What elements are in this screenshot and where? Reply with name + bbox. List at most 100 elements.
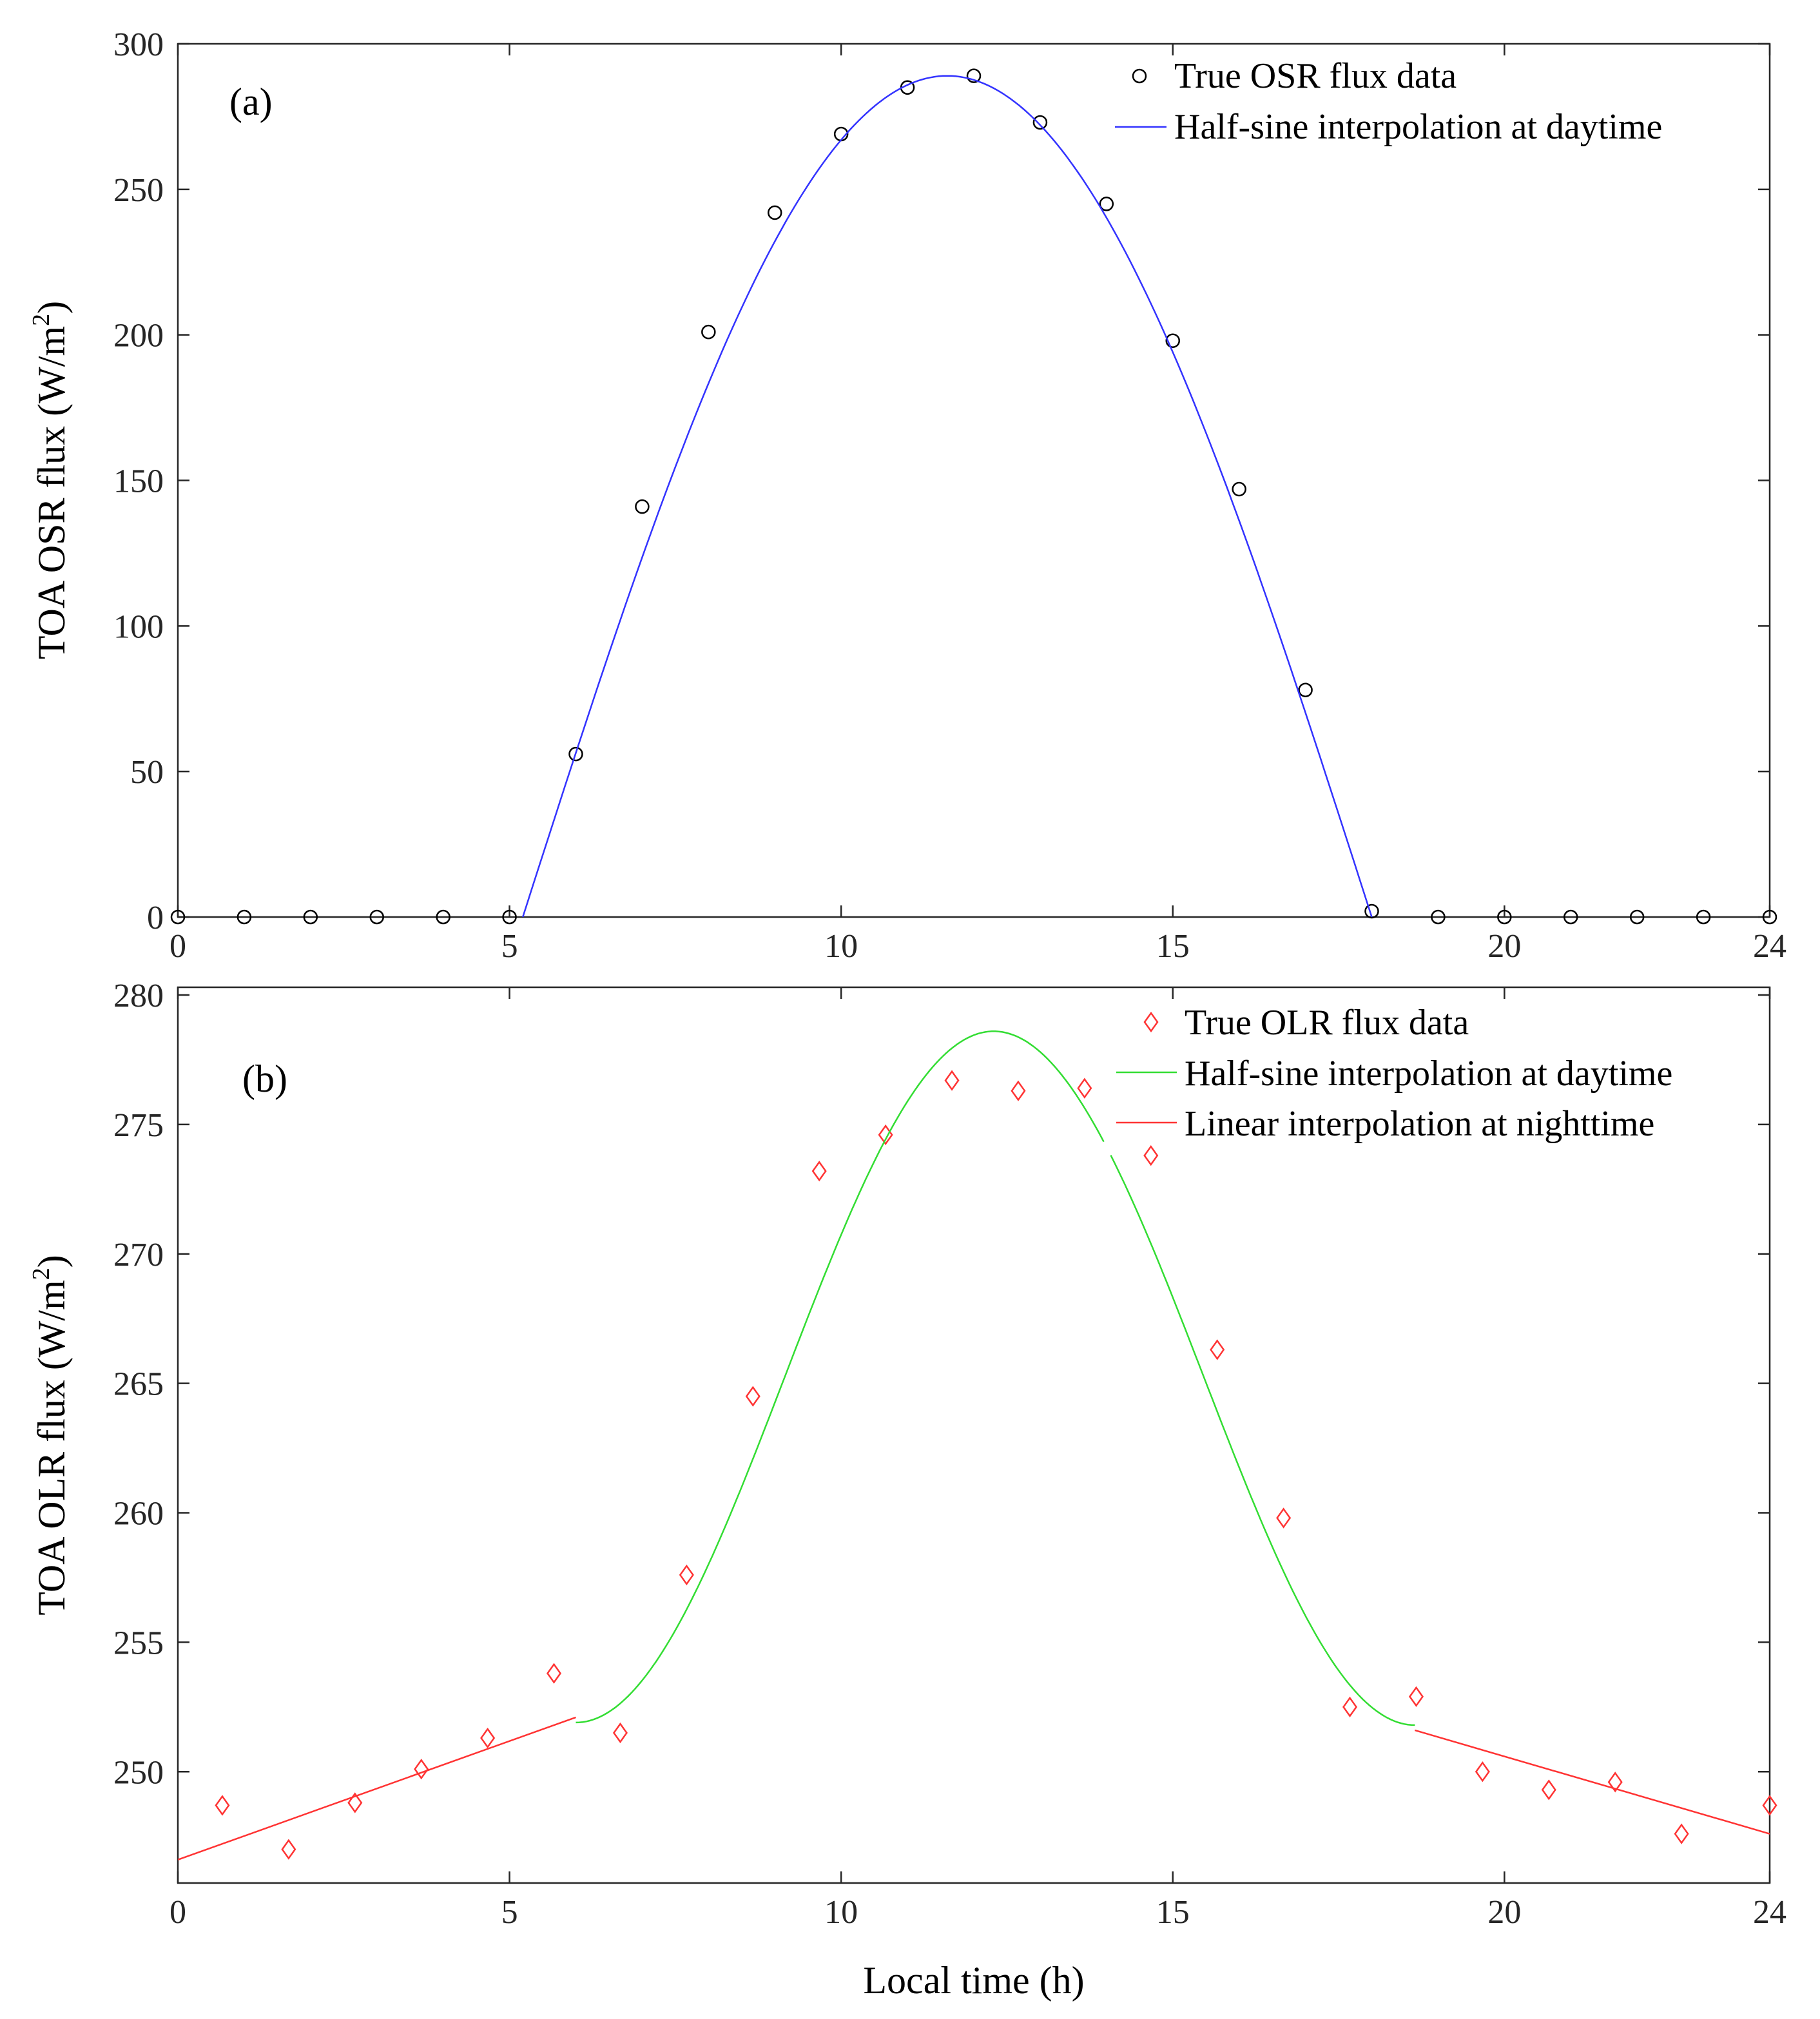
x-tick-label-a: 5 (501, 928, 518, 965)
data-point-a (635, 499, 650, 514)
data-point-b (1143, 1145, 1159, 1166)
x-tick-label-b: 15 (1156, 1894, 1190, 1931)
data-point-a (701, 324, 716, 340)
legend-b-entry-daytime: Half-sine interpolation at daytime (1185, 1054, 1672, 1094)
y-tick-label-a: 150 (113, 463, 164, 500)
series-a (170, 68, 1777, 925)
data-point-a (1032, 115, 1048, 130)
series-b (177, 1030, 1777, 1861)
data-point-a (1232, 481, 1246, 497)
data-point-a (1762, 909, 1777, 925)
data-point-b (1674, 1823, 1689, 1844)
data-point-b (679, 1564, 694, 1586)
ticks-a: 0 5 10 15 20 24 0 50 100 150 200 250 300 (113, 26, 1786, 965)
data-point-a (768, 205, 782, 220)
data-point-b (1210, 1339, 1225, 1360)
y-tick-label-b: 260 (113, 1496, 164, 1532)
data-point-a (436, 909, 450, 925)
data-point-a (1099, 197, 1114, 211)
data-point-a (303, 909, 318, 925)
x-tick-label-b: 24 (1753, 1894, 1786, 1931)
x-tick-label-b: 0 (169, 1894, 186, 1931)
data-point-a (1364, 903, 1379, 919)
data-point-b (215, 1795, 230, 1816)
data-point-b (745, 1386, 760, 1407)
data-point-b (547, 1663, 562, 1684)
x-tick-label-b: 20 (1487, 1894, 1521, 1931)
legend-a-entry-data: True OSR flux data (1174, 56, 1457, 96)
data-point-b (347, 1792, 363, 1813)
data-point-b (1762, 1795, 1777, 1816)
x-tick-label-a: 15 (1156, 928, 1190, 965)
data-point-b (1011, 1080, 1026, 1101)
legend-a-marker-circle (1132, 68, 1147, 84)
nighttime-line-b (177, 1716, 576, 1861)
data-point-a (568, 746, 583, 762)
y-tick-label-a: 200 (113, 318, 164, 354)
data-point-a (1497, 909, 1512, 925)
y-tick-label-b: 255 (113, 1625, 164, 1661)
panel-label-b: (b) (242, 1058, 287, 1100)
data-point-a (502, 909, 517, 925)
ticks-b: 0 5 10 15 20 24 250 255 260 265 270 275 280 (113, 978, 1786, 1931)
legend-b-marker-diamond (1143, 1011, 1159, 1033)
x-tick-label-a: 20 (1487, 928, 1521, 965)
data-point-b (1077, 1077, 1092, 1099)
y-tick-label-b: 265 (113, 1366, 164, 1403)
data-point-a (1629, 909, 1645, 925)
data-point-b (944, 1070, 960, 1091)
legend-b-entry-nighttime: Linear interpolation at nighttime (1185, 1104, 1654, 1144)
data-point-b (281, 1839, 296, 1860)
y-tick-label-a: 50 (130, 754, 164, 791)
data-point-b (612, 1722, 628, 1744)
legend-a: True OSR flux data Half-sine interpolati… (1115, 56, 1662, 147)
data-point-a (170, 909, 186, 925)
x-axis-label: Local time (h) (863, 1959, 1084, 2002)
data-point-a (369, 909, 384, 925)
daytime-curve-b (1110, 1155, 1415, 1726)
y-tick-label-b: 270 (113, 1237, 164, 1273)
x-tick-label-a: 10 (824, 928, 858, 965)
data-point-a (1431, 909, 1446, 925)
data-point-b (1475, 1761, 1490, 1782)
y-axis-label-b: TOA OLR flux (W/m2) (28, 1255, 73, 1616)
x-tick-label-b: 5 (501, 1894, 518, 1931)
data-point-a (1563, 909, 1578, 925)
x-tick-label-a: 24 (1753, 928, 1786, 965)
data-point-b (1607, 1772, 1623, 1793)
legend-b-entry-data: True OLR flux data (1185, 1003, 1469, 1043)
legend-a-entry-interp: Half-sine interpolation at daytime (1174, 107, 1662, 147)
data-point-b (1408, 1686, 1424, 1707)
panel-b: 0 5 10 15 20 24 250 255 260 265 270 275 280 (b) TOA … (28, 978, 1786, 2002)
y-axis-label-a: TOA OSR flux (W/m2) (28, 301, 73, 659)
data-point-b (1342, 1696, 1358, 1717)
data-point-a (1298, 682, 1313, 697)
data-point-a (1165, 333, 1180, 348)
daytime-curve-a (522, 75, 1373, 918)
panel-a: 0 5 10 15 20 24 0 50 100 150 200 250 300 (a) TOA OSR… (28, 26, 1786, 965)
plot-area-a (177, 43, 1771, 918)
legend-b: True OLR flux data Half-sine interpolati… (1116, 1003, 1672, 1144)
data-point-a (966, 68, 982, 83)
data-point-b (1541, 1779, 1556, 1801)
y-tick-label-a: 0 (147, 900, 164, 936)
data-point-a (1696, 909, 1711, 925)
x-tick-label-a: 0 (169, 928, 186, 965)
data-point-a (237, 909, 252, 925)
y-tick-label-b: 280 (113, 978, 164, 1014)
panel-label-a: (a) (229, 81, 273, 123)
y-tick-label-a: 100 (113, 608, 164, 645)
data-point-b (414, 1759, 429, 1780)
x-tick-label-b: 10 (824, 1894, 858, 1931)
plot-area-b (177, 986, 1771, 1884)
nighttime-line-b (1415, 1729, 1770, 1835)
y-tick-label-b: 275 (113, 1107, 164, 1144)
daytime-curve-b (576, 1030, 1105, 1724)
y-tick-label-a: 300 (113, 26, 164, 63)
data-point-b (480, 1727, 496, 1749)
y-tick-label-b: 250 (113, 1754, 164, 1791)
data-point-b (1276, 1507, 1292, 1529)
y-tick-label-a: 250 (113, 172, 164, 209)
data-point-b (811, 1161, 827, 1182)
